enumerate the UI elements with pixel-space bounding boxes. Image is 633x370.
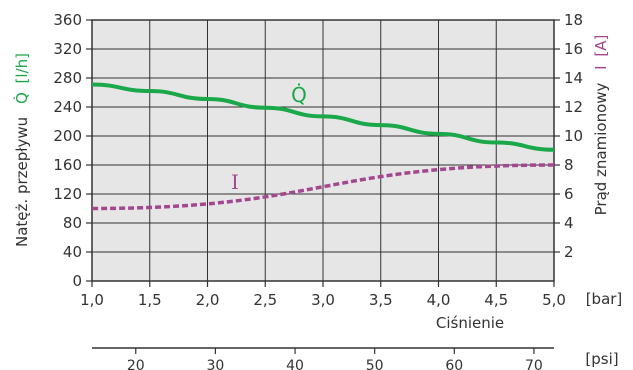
- secondary-x-tick-label: 30: [206, 358, 224, 370]
- y-right-tick-label: 18: [564, 11, 583, 29]
- secondary-x-tick-label: 20: [127, 358, 145, 370]
- y-right-tick-label: 8: [564, 156, 574, 174]
- secondary-x-axis-unit: [psi]: [585, 350, 618, 368]
- x-tick-label: 1,0: [80, 291, 104, 309]
- y-right-ticks: 2 4 6 8 10 12 14 16 18: [554, 11, 583, 261]
- x-tick-label: 2,5: [253, 291, 277, 309]
- y-left-tick-label: 40: [63, 243, 82, 261]
- y-right-tick-label: 6: [564, 185, 574, 203]
- y-left-ticks: 0 40 80 120 160 200 240 280 320 360: [53, 11, 92, 290]
- y-right-tick-label: 12: [564, 98, 583, 116]
- y-left-tick-label: 160: [53, 156, 82, 174]
- x-tick-label: 4,5: [484, 291, 508, 309]
- y-left-tick-label: 360: [53, 11, 82, 29]
- y-left-axis-label: Natęż. przepływu Q̇ [l/h]: [12, 53, 31, 247]
- secondary-x-tick-label: 60: [445, 358, 463, 370]
- x-tick-label: 1,5: [138, 291, 162, 309]
- x-tick-label: 5,0: [542, 291, 566, 309]
- x-axis-unit: [bar]: [586, 290, 623, 308]
- x-tick-label: 3,5: [369, 291, 393, 309]
- x-tick-label: 2,0: [196, 291, 220, 309]
- y-left-tick-label: 0: [72, 272, 82, 290]
- y-right-tick-label: 10: [564, 127, 583, 145]
- series-line-flow: [91, 82, 555, 152]
- series-group: [91, 82, 555, 211]
- y-right-axis-label: Prąd znamionowy I [A]: [592, 35, 610, 216]
- y-right-tick-label: 16: [564, 40, 583, 58]
- secondary-x-tick-label: 70: [525, 358, 543, 370]
- secondary-x-ticks: 20 30 40 50 60 70: [127, 348, 543, 370]
- x-tick-label: 4,0: [427, 291, 451, 309]
- y-left-tick-label: 320: [53, 40, 82, 58]
- secondary-x-tick-label: 50: [366, 358, 384, 370]
- y-left-tick-label: 120: [53, 185, 82, 203]
- grid-lines: [92, 20, 554, 281]
- y-right-tick-label: 4: [564, 214, 574, 232]
- x-ticks: 1,0 1,5 2,0 2,5 3,0 3,5 4,0 4,5 5,0: [80, 281, 566, 309]
- series-label-i: I: [231, 170, 239, 194]
- secondary-x-tick-label: 40: [286, 358, 304, 370]
- y-right-tick-label: 14: [564, 69, 583, 87]
- y-left-tick-label: 280: [53, 69, 82, 87]
- y-left-tick-label: 240: [53, 98, 82, 116]
- x-axis-label: Ciśnienie: [436, 314, 504, 332]
- series-label-q: Q̇: [291, 83, 307, 107]
- x-tick-label: 3,0: [311, 291, 335, 309]
- series-line-current: [91, 163, 555, 211]
- y-left-tick-label: 80: [63, 214, 82, 232]
- y-left-tick-label: 200: [53, 127, 82, 145]
- y-right-tick-label: 2: [564, 243, 574, 261]
